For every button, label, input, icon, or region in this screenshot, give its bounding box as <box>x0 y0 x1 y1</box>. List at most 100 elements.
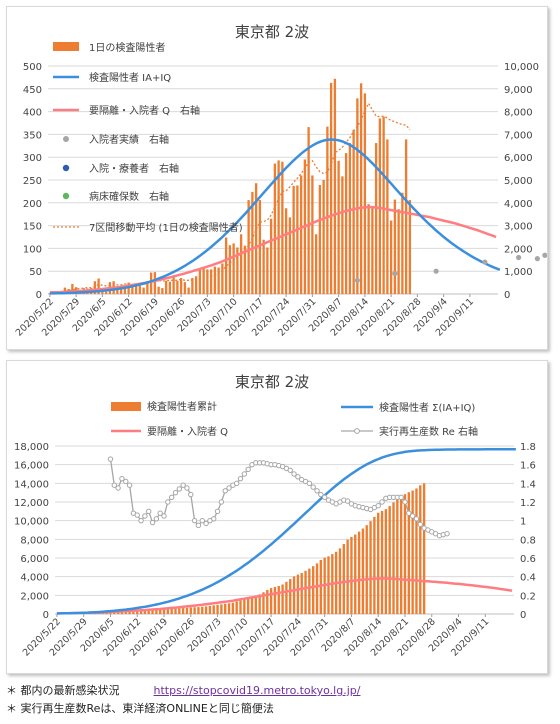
point-re <box>119 475 125 482</box>
bar-daily-positive <box>243 245 247 294</box>
y-right-tick-label: 0.4 <box>520 573 536 584</box>
bar-daily-positive <box>367 204 370 294</box>
bar-cumulative-positive <box>231 602 235 614</box>
bar-cumulative-positive <box>235 601 238 614</box>
bar-cumulative-positive <box>411 490 414 614</box>
bar-daily-positive <box>254 183 258 294</box>
legend-label: 7区間移動平均 (1日の検査陽性者) <box>89 221 243 234</box>
bar-daily-positive <box>296 185 299 294</box>
point-re <box>287 467 293 473</box>
chart-1: 東京都 2波 0 50 100 150 200 250 300 350 400 450 500 0 1,0… <box>14 23 560 339</box>
bar-daily-positive <box>292 185 295 294</box>
bar-cumulative-positive <box>208 605 212 614</box>
bar-cumulative-positive <box>319 560 323 614</box>
bar-cumulative-positive <box>399 495 403 614</box>
bar-cumulative-positive <box>292 576 296 614</box>
bar-daily-positive <box>119 288 123 294</box>
bar-daily-positive <box>393 199 397 294</box>
point-re <box>176 486 183 492</box>
point-re <box>218 499 225 505</box>
bar-cumulative-positive <box>151 610 154 614</box>
bar-daily-positive <box>172 275 175 294</box>
y-left-tick-label: 18,000 <box>14 442 49 453</box>
legend-label: 実行再生産数 Re 右軸 <box>379 425 478 438</box>
bar-cumulative-positive <box>403 494 407 614</box>
bar-daily-positive <box>311 175 314 294</box>
point-re <box>245 466 251 473</box>
point-re <box>211 516 217 522</box>
bar-daily-positive <box>251 191 254 294</box>
bar-cumulative-positive <box>181 608 185 614</box>
bar-daily-positive <box>341 176 344 294</box>
bar-daily-positive <box>333 78 337 294</box>
point-re <box>107 456 114 462</box>
bar-daily-positive <box>134 283 138 294</box>
y-left-tick-label: 8,000 <box>20 535 49 546</box>
point-re <box>321 494 328 501</box>
point-re <box>168 494 175 501</box>
series-infected-ia-iq <box>49 138 501 295</box>
source-link[interactable]: https://stopcovid19.metro.tokyo.lg.jp/ <box>153 684 361 697</box>
bar-cumulative-positive <box>185 607 189 614</box>
legend-swatch-re-marker <box>354 428 360 434</box>
point-re <box>406 510 412 516</box>
bar-cumulative-positive <box>204 606 208 614</box>
y-left-tick-label: 2,000 <box>20 591 49 602</box>
y-left-tick-label: 250 <box>23 176 42 187</box>
bar-cumulative-positive <box>197 607 200 614</box>
bar-cumulative-positive <box>227 603 231 614</box>
point-re <box>138 517 144 524</box>
point-re <box>191 517 198 524</box>
point-re <box>398 494 404 501</box>
y-right-tick-label: 10,000 <box>504 62 539 73</box>
legend-label: 検査陽性者 IA+IQ <box>89 71 171 84</box>
point-re <box>318 491 324 498</box>
chart-panel-1: 東京都 2波 0 50 100 150 200 250 300 350 400 450 500 0 1,0… <box>6 6 560 350</box>
bar-daily-positive <box>209 269 213 294</box>
bar-daily-positive <box>397 209 400 294</box>
point-re <box>306 480 313 487</box>
point-re <box>237 475 244 482</box>
y-left-tick-label: 16,000 <box>14 461 49 472</box>
bar-cumulative-positive <box>350 536 353 614</box>
bar-daily-positive <box>401 192 404 294</box>
point-re <box>157 510 163 516</box>
point-re <box>153 516 160 522</box>
point-re <box>226 485 232 491</box>
y-right-tick-label: 9,000 <box>504 85 533 96</box>
y-right-tick-label: 7,000 <box>504 130 533 141</box>
bar-cumulative-positive <box>254 596 257 614</box>
point-hospitalized-actual <box>354 277 360 283</box>
bar-daily-positive <box>344 153 348 294</box>
y-left-tick-label: 14,000 <box>14 479 49 490</box>
point-re <box>413 516 420 522</box>
bar-daily-positive <box>269 218 273 294</box>
point-hospitalized-actual <box>482 259 488 265</box>
bar-daily-positive <box>322 180 325 294</box>
point-re <box>314 488 320 494</box>
bar-cumulative-positive <box>201 606 204 614</box>
legend-label: 検査陽性者累計 <box>147 400 217 413</box>
chart-title: 東京都 2波 <box>235 373 309 391</box>
bar-cumulative-positive <box>250 597 254 614</box>
point-re <box>142 513 148 519</box>
point-re <box>214 508 221 515</box>
y-right-tick-label: 1,000 <box>504 267 533 278</box>
bar-cumulative-positive <box>120 611 124 614</box>
bar-cumulative-positive <box>377 512 380 614</box>
bar-daily-positive <box>168 281 172 294</box>
bar-daily-positive <box>194 276 198 294</box>
point-hospitalized-actual <box>433 268 439 274</box>
bar-daily-positive <box>371 208 374 294</box>
legend-label: 1日の検査陽性者 <box>89 41 165 54</box>
y-right-tick-label: 1.2 <box>520 498 536 509</box>
bar-cumulative-positive <box>178 608 181 614</box>
point-re <box>291 471 297 477</box>
y-left-tick-label: 0 <box>36 290 42 301</box>
point-re <box>126 482 133 488</box>
bar-daily-positive <box>228 245 232 294</box>
bar-daily-positive <box>404 139 408 294</box>
bar-daily-positive <box>213 266 217 294</box>
y-right-tick-label: 1.4 <box>520 479 536 490</box>
point-re <box>146 508 152 515</box>
